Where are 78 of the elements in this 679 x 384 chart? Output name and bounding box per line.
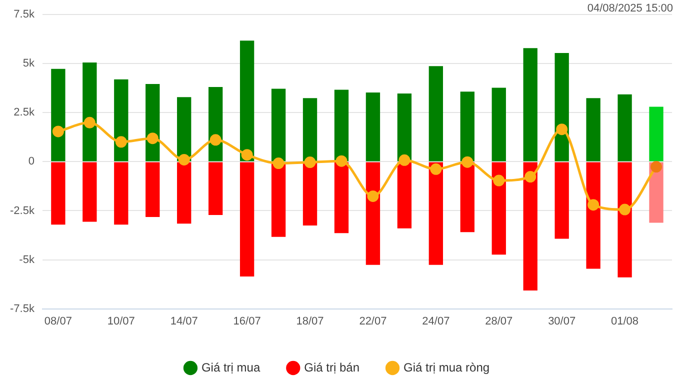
bar [460,162,474,232]
bar [649,106,664,162]
point [178,154,190,166]
x-tick-label: 10/07 [107,315,135,328]
bar [618,162,632,278]
x-tick-label: 01/08 [611,315,639,328]
x-tick-label: 24/07 [422,315,450,328]
y-tick-label: -7.5k [10,302,35,315]
legend-label: Giá trị bán [304,360,360,374]
legend-label: Giá trị mua ròng [404,360,490,374]
point [115,136,127,148]
x-tick-label: 16/07 [233,315,261,328]
point [146,132,158,144]
point [84,116,96,128]
bar [554,53,569,162]
bar [146,162,160,218]
x-tick-label: 18/07 [296,315,324,328]
bar [177,97,192,162]
point [304,156,316,168]
bar [428,162,444,265]
y-tick-label: 0 [28,156,34,168]
point [241,149,253,161]
point [52,126,64,138]
bar [492,88,506,162]
bar [397,162,412,228]
bar [114,79,128,162]
bar [523,48,538,162]
point [272,158,284,170]
point [336,155,348,167]
bar [208,162,223,216]
point [398,154,410,166]
x-tick-label: 28/07 [485,315,513,328]
bar [271,88,286,162]
bar [586,98,600,162]
y-tick-label: -2.5k [10,204,35,217]
point [493,174,505,186]
annotation: 04/08/2025 15:00 [587,2,673,15]
bar [82,162,97,222]
bar [460,92,474,162]
bar [618,94,632,162]
x-tick-label: 08/07 [44,315,72,328]
point [588,199,600,211]
bar [51,68,66,162]
point [210,134,222,146]
bar [334,162,349,234]
x-tick-label: 30/07 [548,315,576,328]
bar [271,162,286,237]
legend-label: Giá trị mua [201,360,260,374]
point [619,204,631,216]
point [462,156,474,168]
bar [240,162,254,276]
point [524,171,536,183]
point [556,124,568,136]
bar [302,162,318,226]
bar [554,162,569,239]
bar [114,162,128,225]
y-tick-label: 7.5k [14,8,35,21]
y-tick-label: 5k [22,58,35,70]
point [430,163,442,175]
y-tick-label: 2.5k [14,106,35,119]
y-tick-label: -5k [19,254,35,266]
bar [51,162,66,225]
bar [302,98,318,162]
bar [240,40,254,162]
bar [586,162,600,269]
bar [334,90,349,162]
point [367,190,379,202]
bar [366,162,380,265]
point [650,161,662,173]
x-tick-label: 22/07 [359,315,387,328]
bar [177,162,192,224]
bar [428,66,444,162]
bar [397,93,412,162]
x-tick-label: 14/07 [170,315,198,328]
bar [492,162,506,255]
bar [82,62,97,162]
bar [366,92,380,162]
bar [523,162,538,291]
